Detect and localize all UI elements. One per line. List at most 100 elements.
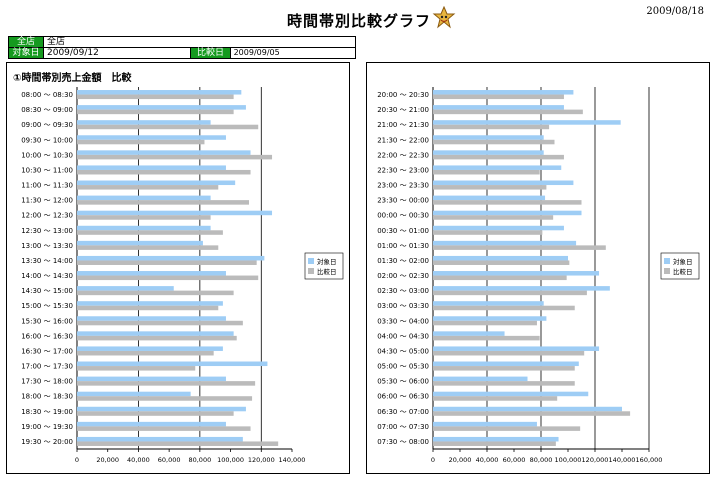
target-day-bar xyxy=(77,195,211,201)
legend-swatch xyxy=(664,268,670,274)
target-day-bar xyxy=(77,271,226,276)
target-day-bar xyxy=(77,361,268,367)
compare-day-bar xyxy=(433,290,587,296)
compare-date-label: 比較日 xyxy=(190,47,231,59)
category-label: 08:00 ～ 08:30 xyxy=(21,91,73,99)
bar-chart-right: 0 20,000 40,000 60,000 80,000 100,000 120,000 1… xyxy=(377,87,700,464)
compare-day-bar xyxy=(433,260,570,265)
legend-label: 比較日 xyxy=(673,267,693,276)
legend-swatch xyxy=(664,258,670,264)
target-day-bar xyxy=(433,271,600,276)
target-day-bar xyxy=(433,240,577,246)
target-day-bar xyxy=(77,421,226,427)
compare-day-bar xyxy=(77,381,256,386)
target-date-value: 2009/09/12 xyxy=(42,47,192,59)
compare-day-bar xyxy=(77,441,279,446)
category-label: 19:30 ～ 20:00 xyxy=(21,438,73,446)
category-label: 16:30 ～ 17:00 xyxy=(21,347,73,355)
category-label: 18:30 ～ 19:00 xyxy=(21,408,73,416)
compare-day-bar xyxy=(433,169,540,175)
target-day-bar xyxy=(77,391,191,397)
category-label: 00:00 ～ 00:30 xyxy=(377,212,429,220)
category-label: 08:30 ～ 09:00 xyxy=(21,106,73,114)
category-label: 00:30 ～ 01:00 xyxy=(377,227,429,235)
compare-day-bar xyxy=(433,139,555,145)
category-label: 09:00 ～ 09:30 xyxy=(21,121,73,129)
compare-day-bar xyxy=(433,215,554,220)
target-day-bar xyxy=(433,180,574,186)
x-tick-label: 20,000 xyxy=(96,456,119,464)
compare-day-bar xyxy=(433,230,543,235)
compare-day-bar xyxy=(77,245,219,250)
compare-day-bar xyxy=(433,381,575,386)
compare-day-bar xyxy=(433,366,575,371)
target-day-bar xyxy=(433,225,564,231)
x-tick-label: 100,000 xyxy=(555,456,582,464)
target-day-bar xyxy=(77,105,246,110)
x-tick-label: 20,000 xyxy=(449,456,472,464)
target-day-bar xyxy=(77,225,211,231)
category-label: 10:30 ～ 11:00 xyxy=(21,166,73,174)
category-label: 18:00 ～ 18:30 xyxy=(21,393,73,401)
category-label: 12:00 ～ 12:30 xyxy=(21,212,73,220)
x-tick-label: 0 xyxy=(431,456,435,464)
target-day-bar xyxy=(77,346,223,351)
target-day-bar xyxy=(433,195,546,201)
compare-day-bar xyxy=(433,124,550,130)
x-tick-label: 0 xyxy=(75,456,79,464)
target-day-bar xyxy=(77,376,226,382)
compare-day-bar xyxy=(433,320,537,326)
x-tick-label: 140,000 xyxy=(609,456,636,464)
category-label: 10:00 ～ 10:30 xyxy=(21,151,73,159)
compare-day-bar xyxy=(433,275,567,281)
compare-day-bar xyxy=(77,169,251,175)
target-day-bar xyxy=(77,301,223,306)
target-day-bar xyxy=(77,316,226,321)
compare-day-bar xyxy=(433,200,582,205)
target-day-bar xyxy=(433,391,589,397)
compare-day-bar xyxy=(433,305,575,311)
target-day-bar xyxy=(77,406,246,412)
x-tick-label: 140,000 xyxy=(279,456,306,464)
category-label: 04:00 ～ 04:30 xyxy=(377,332,429,340)
category-label: 15:00 ～ 15:30 xyxy=(21,302,73,310)
compare-day-bar xyxy=(433,441,556,446)
compare-date-value: 2009/09/05 xyxy=(229,47,357,59)
compare-day-bar xyxy=(433,335,540,341)
info-table: 全店 全店 対象日 2009/09/12 比較日 2009/09/05 xyxy=(8,36,357,59)
target-day-bar xyxy=(77,240,203,246)
compare-day-bar xyxy=(77,320,243,326)
compare-day-bar xyxy=(433,94,564,100)
compare-day-bar xyxy=(77,335,237,341)
category-label: 20:30 ～ 21:00 xyxy=(377,106,429,114)
chart-heading: ①時間帯別売上金額 比較 xyxy=(13,73,132,84)
compare-day-bar xyxy=(433,411,631,416)
target-day-bar xyxy=(433,150,544,155)
compare-day-bar xyxy=(77,185,219,190)
legend-swatch xyxy=(308,268,314,274)
category-label: 09:30 ～ 10:00 xyxy=(21,136,73,144)
category-label: 06:00 ～ 06:30 xyxy=(377,393,429,401)
target-day-bar xyxy=(433,331,505,336)
store-label: 全店 xyxy=(8,36,44,48)
category-label: 13:30 ～ 14:00 xyxy=(21,257,73,265)
chart-panel-left: ①時間帯別売上金額 比較 0 20,000 40,000 60,000 80,000 10… xyxy=(6,62,350,474)
target-day-bar xyxy=(433,421,537,427)
target-day-bar xyxy=(433,286,610,291)
category-label: 02:00 ～ 02:30 xyxy=(377,272,429,280)
category-label: 11:30 ～ 12:00 xyxy=(21,197,73,205)
target-day-bar xyxy=(77,255,265,261)
compare-day-bar xyxy=(433,426,581,431)
category-label: 17:00 ～ 17:30 xyxy=(21,363,73,371)
compare-day-bar xyxy=(77,200,249,205)
category-label: 22:00 ～ 22:30 xyxy=(377,151,429,159)
target-day-bar xyxy=(77,165,226,170)
compare-day-bar xyxy=(433,350,585,356)
compare-day-bar xyxy=(433,109,583,115)
cartoon-character-icon xyxy=(432,6,456,29)
category-label: 01:30 ～ 02:00 xyxy=(377,257,429,265)
x-tick-label: 100,000 xyxy=(217,456,244,464)
target-date-label: 対象日 xyxy=(8,47,44,59)
bar-chart-left: 0 20,000 40,000 60,000 80,000 100,000 120,000 1… xyxy=(21,87,344,464)
category-label: 14:00 ～ 14:30 xyxy=(21,272,73,280)
